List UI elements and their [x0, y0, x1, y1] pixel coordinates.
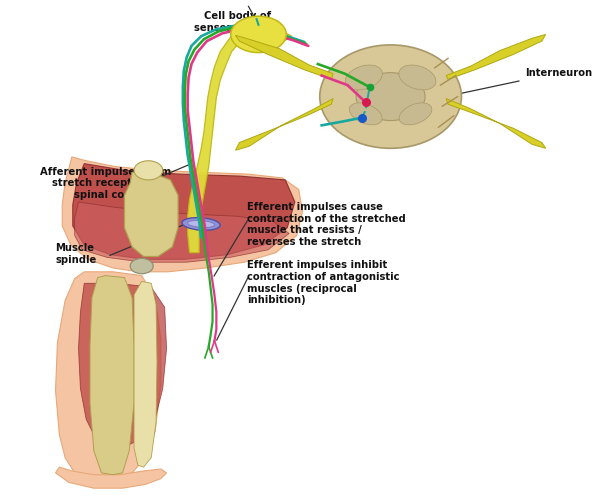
Polygon shape — [79, 283, 167, 446]
Ellipse shape — [320, 45, 461, 148]
Polygon shape — [124, 172, 178, 256]
Ellipse shape — [399, 65, 436, 90]
Text: Cell body of
sensory neuron: Cell body of sensory neuron — [194, 11, 281, 33]
Polygon shape — [56, 272, 161, 480]
Polygon shape — [446, 34, 545, 79]
Polygon shape — [74, 202, 289, 262]
Text: Efferent impulses cause
contraction of the stretched
muscle that resists /
rever: Efferent impulses cause contraction of t… — [247, 202, 406, 247]
Polygon shape — [188, 25, 292, 252]
Text: Afferent impulses from
stretch receptor to
spinal cord: Afferent impulses from stretch receptor … — [40, 166, 171, 200]
Ellipse shape — [399, 103, 432, 125]
Text: Interneuron: Interneuron — [412, 68, 592, 104]
Ellipse shape — [231, 16, 286, 53]
Polygon shape — [446, 99, 545, 148]
Ellipse shape — [134, 161, 163, 180]
Polygon shape — [56, 467, 167, 488]
Polygon shape — [62, 157, 302, 272]
Ellipse shape — [188, 221, 214, 228]
Text: Efferent impulses inhibit
contraction of antagonistic
muscles (reciprocal
inhibi: Efferent impulses inhibit contraction of… — [247, 260, 400, 305]
Ellipse shape — [345, 65, 382, 90]
Text: Muscle
spindle: Muscle spindle — [56, 243, 97, 265]
Polygon shape — [236, 99, 333, 150]
Ellipse shape — [130, 258, 153, 274]
Ellipse shape — [349, 103, 382, 125]
Polygon shape — [73, 164, 295, 259]
Ellipse shape — [182, 218, 220, 230]
Polygon shape — [236, 35, 333, 79]
Polygon shape — [90, 275, 134, 475]
Polygon shape — [134, 281, 157, 467]
Ellipse shape — [356, 73, 425, 121]
